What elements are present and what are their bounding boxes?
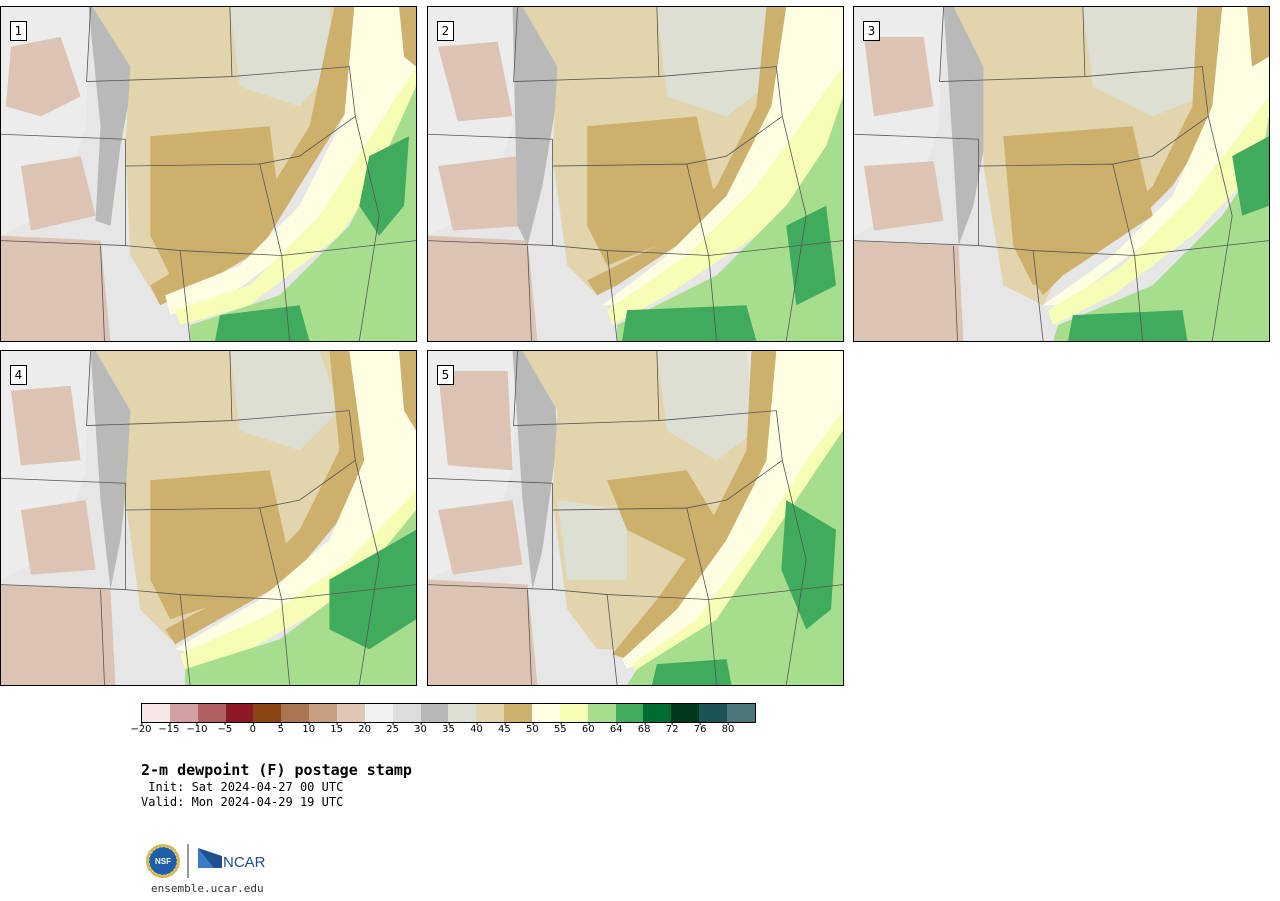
website-url: ensemble.ucar.edu bbox=[151, 882, 264, 895]
dewpoint-map bbox=[428, 351, 843, 685]
colorbar-tick-label: 55 bbox=[553, 722, 567, 735]
colorbar-swatch bbox=[532, 704, 560, 722]
colorbar-swatch bbox=[281, 704, 310, 722]
colorbar-swatch bbox=[727, 704, 755, 722]
colorbar-tick-label: 50 bbox=[525, 722, 539, 735]
colorbar-tick-label: 40 bbox=[470, 722, 483, 735]
nsf-logo-text: NSF bbox=[155, 857, 171, 866]
map-panel-1: 1 bbox=[0, 6, 417, 342]
colorbar-tick-label: 76 bbox=[693, 722, 707, 735]
colorbar-tick-label: 15 bbox=[330, 722, 344, 735]
dewpoint-map bbox=[1, 351, 416, 685]
colorbar-swatch bbox=[587, 704, 616, 722]
nsf-ncar-logo: NSF NCAR bbox=[146, 844, 266, 878]
map-panel-4: 4 bbox=[0, 350, 417, 686]
colorbar-tick-label: 0 bbox=[249, 722, 256, 735]
map-panel-2: 2 bbox=[427, 6, 844, 342]
colorbar-swatch bbox=[337, 704, 365, 722]
colorbar-swatch bbox=[420, 704, 449, 722]
colorbar-tick-label: −10 bbox=[186, 722, 208, 735]
ncar-logo-text: NCAR bbox=[223, 854, 266, 871]
colorbar-swatch bbox=[169, 704, 198, 722]
colorbar-tick-label: 45 bbox=[498, 722, 511, 735]
colorbar-swatch bbox=[504, 704, 533, 722]
colorbar-tick-label: 72 bbox=[665, 722, 679, 735]
colorbar-tick-label: 35 bbox=[442, 722, 455, 735]
map-panel-5: 5 bbox=[427, 350, 844, 686]
colorbar-tick-label: 80 bbox=[721, 722, 735, 735]
colorbar-tick-label: 60 bbox=[581, 722, 595, 735]
map-panel-3: 3 bbox=[853, 6, 1270, 342]
colorbar-swatch bbox=[392, 704, 421, 722]
valid-time: Valid: Mon 2024-04-29 19 UTC bbox=[141, 795, 344, 809]
colorbar-swatch bbox=[559, 704, 588, 722]
dewpoint-colorbar bbox=[141, 703, 756, 723]
panel-number: 4 bbox=[10, 365, 27, 385]
colorbar-tick-label: 30 bbox=[414, 722, 427, 735]
init-time: Init: Sat 2024-04-27 00 UTC bbox=[141, 780, 344, 794]
colorbar-tick-label: −15 bbox=[158, 722, 180, 735]
panel-number: 5 bbox=[437, 365, 454, 385]
colorbar-swatch bbox=[197, 704, 226, 722]
colorbar-swatch bbox=[309, 704, 338, 722]
colorbar-swatch bbox=[364, 704, 393, 722]
colorbar-tick-label: 20 bbox=[358, 722, 371, 735]
colorbar-swatch bbox=[253, 704, 282, 722]
colorbar-tick-label: 68 bbox=[637, 722, 651, 735]
panel-number: 3 bbox=[863, 21, 880, 41]
dewpoint-map bbox=[854, 7, 1269, 341]
colorbar-tick-label: 5 bbox=[277, 722, 284, 735]
colorbar-swatch bbox=[225, 704, 254, 722]
panel-number: 2 bbox=[437, 21, 454, 41]
colorbar-tick-labels: −20 −15 −10 −5 0 5 10 15 20 25 30 35 40 45 50 55 60 64 68 7… bbox=[130, 722, 756, 744]
colorbar-swatch bbox=[671, 704, 700, 722]
colorbar-swatch bbox=[615, 704, 644, 722]
dewpoint-map bbox=[1, 7, 416, 341]
colorbar-swatch bbox=[448, 704, 477, 722]
colorbar-swatch bbox=[643, 704, 672, 722]
colorbar-swatch bbox=[142, 704, 170, 722]
colorbar-tick-label: 10 bbox=[302, 722, 316, 735]
colorbar-swatch bbox=[476, 704, 505, 722]
dewpoint-map bbox=[428, 7, 843, 341]
panel-number: 1 bbox=[10, 21, 27, 41]
colorbar-tick-label: 64 bbox=[609, 722, 623, 735]
chart-title: 2-m dewpoint (F) postage stamp bbox=[141, 761, 412, 779]
colorbar-swatch bbox=[699, 704, 728, 722]
colorbar-tick-label: 25 bbox=[386, 722, 399, 735]
colorbar-tick-label: −20 bbox=[130, 722, 152, 735]
colorbar-tick-label: −5 bbox=[217, 722, 233, 735]
